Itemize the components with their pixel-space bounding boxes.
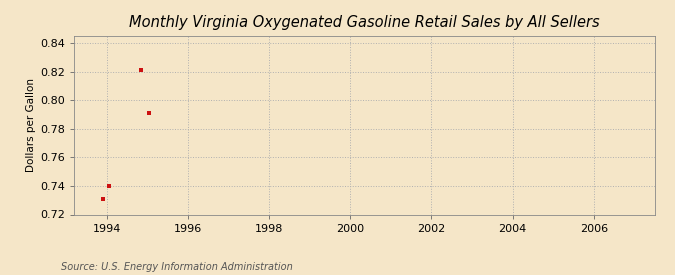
Text: Source: U.S. Energy Information Administration: Source: U.S. Energy Information Administ… — [61, 262, 292, 271]
Y-axis label: Dollars per Gallon: Dollars per Gallon — [26, 78, 36, 172]
Title: Monthly Virginia Oxygenated Gasoline Retail Sales by All Sellers: Monthly Virginia Oxygenated Gasoline Ret… — [129, 15, 600, 31]
